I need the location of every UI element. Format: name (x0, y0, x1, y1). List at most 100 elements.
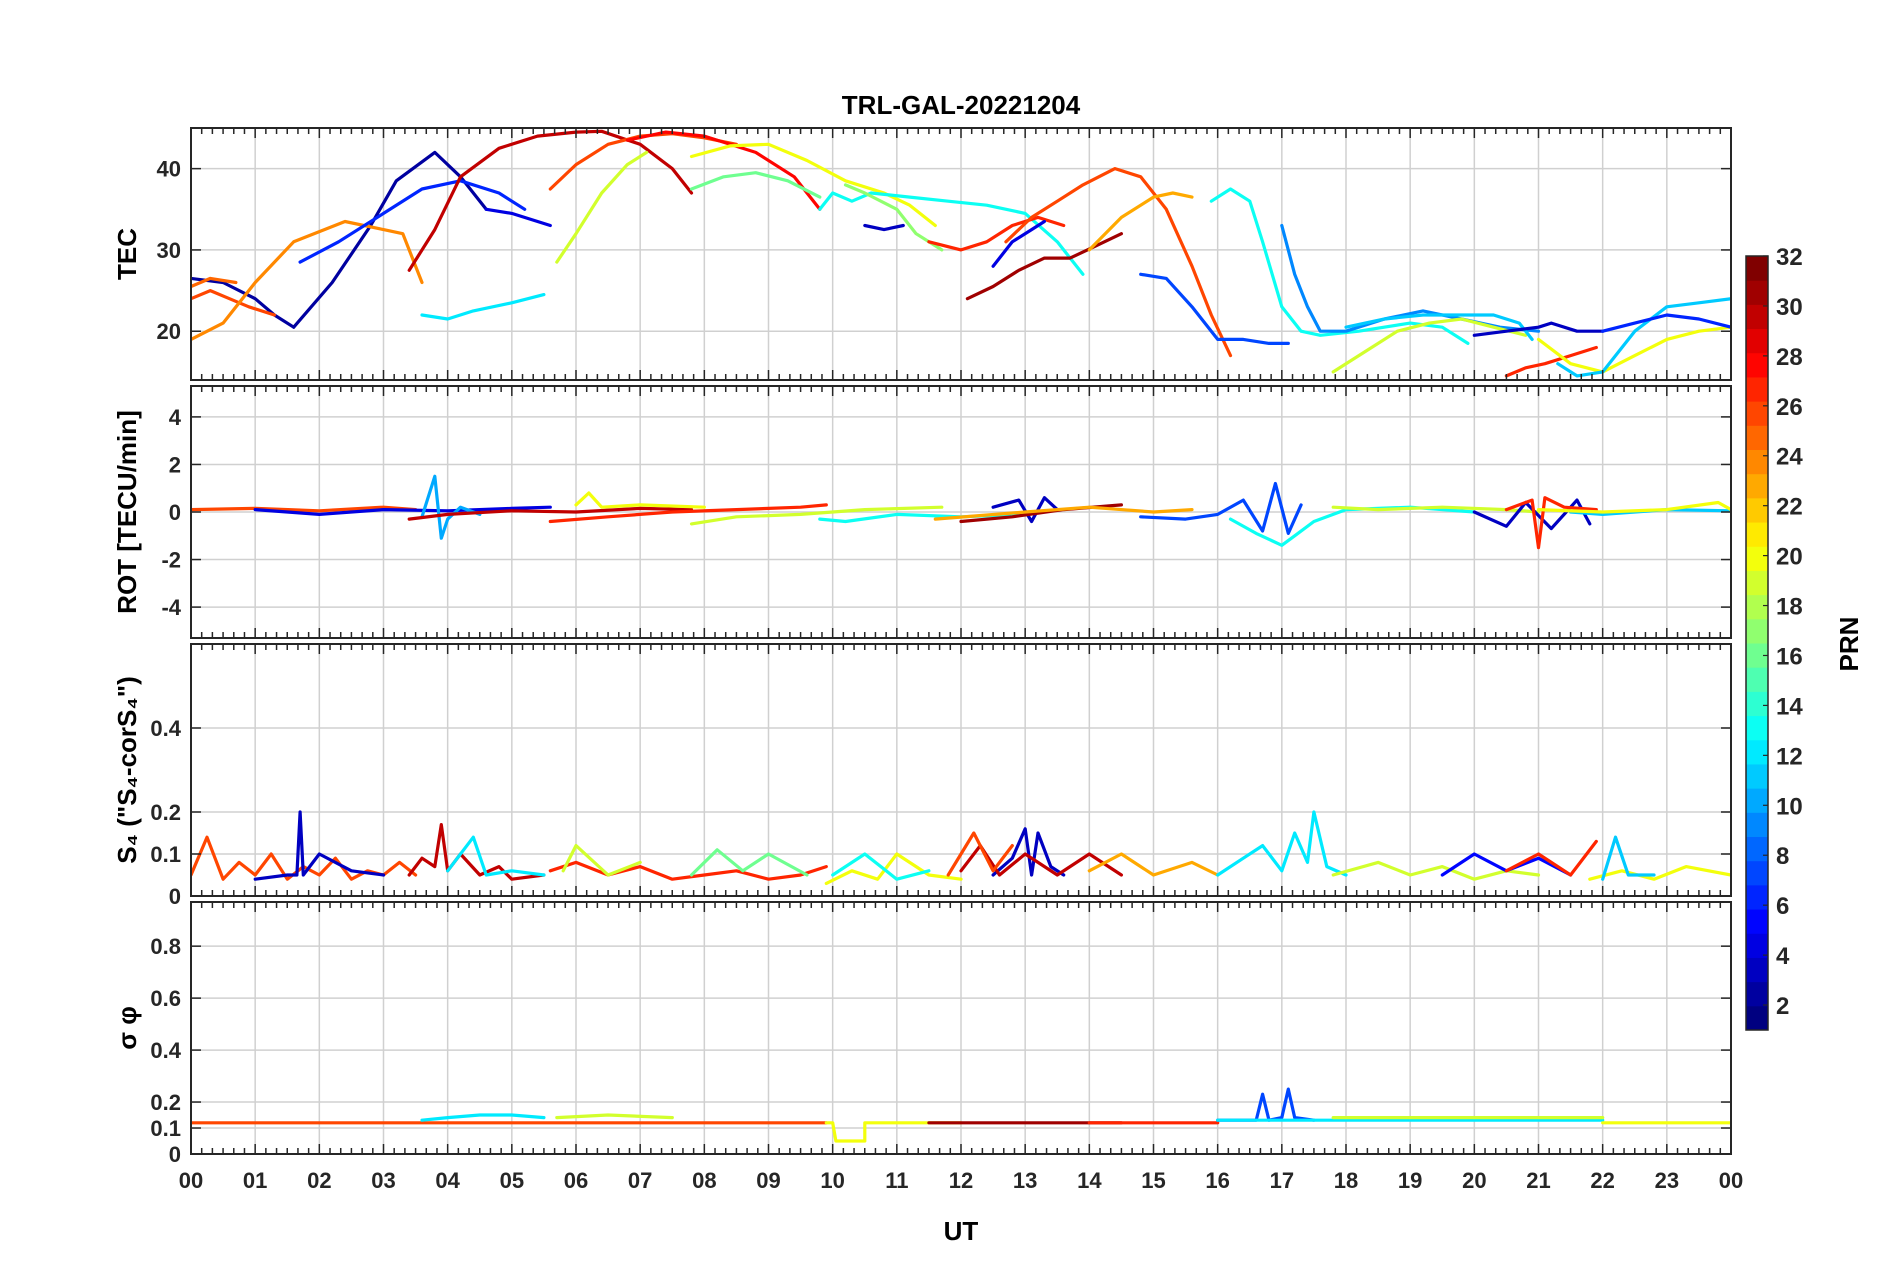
series-line-prn-2 (191, 276, 296, 329)
x-tick-label: 05 (500, 1168, 524, 1193)
series-line-prn-4 (484, 207, 552, 228)
panel-rot: -4 -2 0 2 4 ROT [TECU/min] (112, 385, 1732, 639)
series-line-prn-26 (191, 289, 276, 317)
colorbar-label: PRN (1834, 617, 1864, 672)
colorbar-cell (1746, 957, 1768, 983)
series-line-prn-11 (1556, 297, 1731, 378)
series-line-prn-20 (1536, 500, 1731, 514)
colorbar-tick-label: 8 (1776, 843, 1789, 870)
series-line-prn-24 (191, 219, 424, 341)
colorbar-cell (1746, 280, 1768, 305)
colorbar-cell (1746, 473, 1768, 499)
colorbar-tick-label: 4 (1776, 943, 1790, 970)
series-line-prn-27 (927, 215, 1066, 252)
series-line-prn-6 (1601, 313, 1731, 333)
x-tick-label: 19 (1398, 1168, 1422, 1193)
panel-sigma_phi-frame (190, 901, 1732, 1155)
colorbar-tick-label: 12 (1776, 743, 1803, 770)
colorbar-cell (1746, 667, 1768, 692)
x-axis-label: UT (944, 1216, 979, 1246)
colorbar-tick-label: 28 (1776, 344, 1803, 371)
y-tick-label: 20 (157, 319, 181, 344)
panel-sigma_phi-series (191, 1087, 1731, 1143)
colorbar-cell (1746, 884, 1768, 910)
x-tick-label: 00 (1719, 1168, 1743, 1193)
series-line-prn-19 (561, 843, 642, 877)
colorbar-cell (1746, 256, 1768, 281)
series-line-prn-26 (946, 831, 1014, 877)
y-axis-label-sigma_phi: σ φ (112, 1006, 142, 1050)
colorbar-tick-label: 2 (1776, 993, 1789, 1020)
series-line-prn-23 (933, 505, 1194, 521)
series-line-prn-17 (843, 183, 944, 252)
series-line-prn-30 (407, 129, 694, 272)
series-line-prn-4 (253, 505, 552, 517)
series-line-prn-20 (824, 852, 963, 886)
series-line-prn-3 (253, 810, 386, 881)
series-line-prn-4 (991, 219, 1047, 268)
y-axis-label-s4: S₄ ("S₄-corS₄") (112, 676, 142, 864)
colorbar-cell (1746, 376, 1768, 402)
colorbar-cell (1746, 860, 1768, 886)
series-line-prn-12 (420, 1113, 546, 1122)
colorbar-cell (1746, 328, 1768, 354)
series-line-prn-7 (1139, 481, 1303, 536)
x-tick-label: 07 (628, 1168, 652, 1193)
y-tick-label: 0 (169, 884, 181, 909)
x-tick-label: 23 (1655, 1168, 1679, 1193)
series-line-prn-31 (965, 232, 1124, 301)
series-line-prn-6 (298, 179, 527, 264)
colorbar-cell (1746, 812, 1768, 837)
y-tick-label: 0.2 (150, 1090, 181, 1115)
colorbar-cell (1746, 715, 1768, 741)
x-tick-label: 08 (692, 1168, 716, 1193)
x-tick-label: 18 (1334, 1168, 1358, 1193)
x-tick-label: 15 (1141, 1168, 1165, 1193)
series-line-prn-7 (1139, 272, 1290, 345)
series-line-prn-25 (191, 276, 238, 289)
colorbar-cell (1746, 909, 1768, 934)
series-line-prn-12 (420, 293, 546, 321)
series-line-prn-13 (818, 191, 1085, 276)
x-tick-label: 03 (371, 1168, 395, 1193)
series-line-prn-30 (407, 506, 694, 521)
x-tick-label: 12 (949, 1168, 973, 1193)
x-tick-label: 21 (1526, 1168, 1550, 1193)
chart-title: TRL-GAL-20221204 (842, 90, 1081, 120)
y-tick-label: 0.2 (150, 800, 181, 825)
colorbar-cell (1746, 933, 1768, 958)
y-tick-label: 0.4 (150, 1038, 181, 1063)
y-tick-label: 0.4 (150, 716, 181, 741)
colorbar-tick-label: 30 (1776, 294, 1803, 321)
colorbar-cell (1746, 1005, 1768, 1031)
y-tick-label: 0 (169, 500, 181, 525)
colorbar-cell (1746, 546, 1768, 571)
series-line-prn-13 (831, 852, 931, 881)
colorbar-cell (1746, 739, 1768, 765)
series-line-prn-16 (689, 848, 809, 877)
y-tick-label: 0.1 (150, 1116, 181, 1141)
colorbar-cell (1746, 763, 1768, 789)
x-tick-label: 10 (820, 1168, 844, 1193)
y-tick-label: 0.6 (150, 986, 181, 1011)
series-line-prn-27 (548, 860, 828, 881)
series-line-prn-26 (191, 505, 418, 513)
y-tick-label: 2 (169, 452, 181, 477)
series-line-prn-19 (555, 1113, 674, 1120)
panel-tec: 20 30 40 TEC (112, 127, 1732, 381)
panel-tec-frame (190, 127, 1732, 381)
x-tick-label: 13 (1013, 1168, 1037, 1193)
colorbar-tick-label: 20 (1776, 544, 1803, 571)
series-line-prn-19 (1331, 505, 1541, 514)
panel-rot-series (191, 474, 1731, 550)
series-line-prn-3 (991, 827, 1066, 877)
colorbar-cell (1746, 304, 1768, 330)
colorbar-tick-label: 14 (1776, 693, 1803, 720)
colorbar-tick-label: 24 (1776, 444, 1803, 471)
series-line-prn-23 (1087, 852, 1220, 877)
x-tick-label: 02 (307, 1168, 331, 1193)
x-tick-label: 16 (1205, 1168, 1229, 1193)
